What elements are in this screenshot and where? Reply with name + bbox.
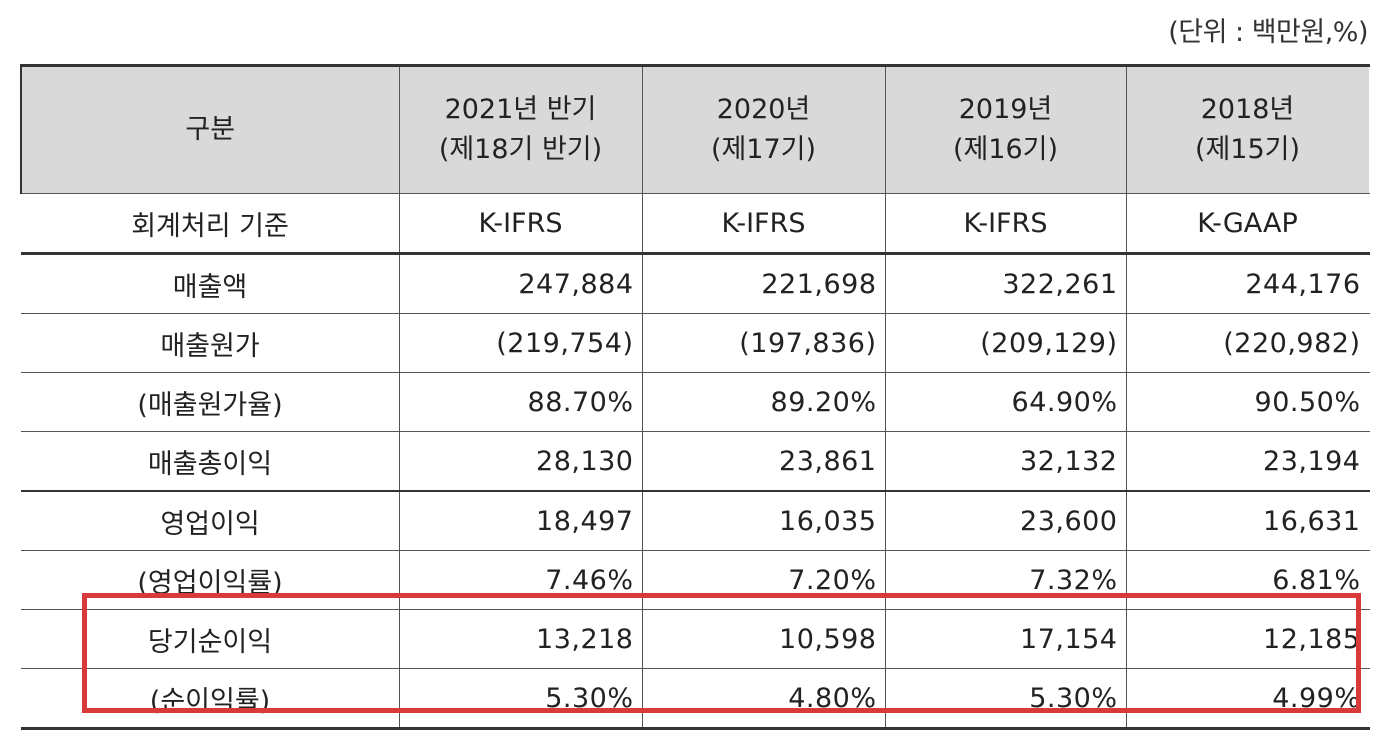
standard-value: K-GAAP	[1125, 193, 1370, 254]
header-row: 구분 2021년 반기 (제18기 반기) 2020년 (제17기) 2019년…	[20, 65, 1370, 194]
row-label: 매출총이익	[20, 431, 400, 492]
table-row: 매출원가 (219,754) (197,836) (209,129) (220,…	[20, 313, 1370, 373]
table-row: 당기순이익 13,218 10,598 17,154 12,185	[20, 609, 1370, 669]
cell-value: 13,218	[398, 609, 643, 669]
cell-value: 6.81%	[1125, 550, 1370, 610]
cell-value: 23,194	[1125, 431, 1370, 492]
header-term: (제18기 반기)	[438, 134, 603, 165]
table-row: (매출원가율) 88.70% 89.20% 64.90% 90.50%	[20, 372, 1370, 432]
cell-value: 7.46%	[398, 550, 643, 610]
cell-value: 90.50%	[1125, 372, 1370, 432]
cell-value: 7.32%	[884, 550, 1127, 610]
header-period-2020: 2020년 (제17기)	[641, 65, 886, 194]
cell-value: 4.80%	[641, 668, 886, 729]
header-term: (제16기)	[952, 134, 1059, 165]
cell-value: 23,861	[641, 431, 886, 492]
cell-value: (197,836)	[641, 313, 886, 373]
header-period-2021h1: 2021년 반기 (제18기 반기)	[398, 65, 643, 194]
cell-value: 5.30%	[884, 668, 1127, 729]
cell-value: 5.30%	[398, 668, 643, 729]
row-label: 매출액	[20, 252, 400, 314]
row-label: 매출원가	[20, 313, 400, 373]
cell-value: 17,154	[884, 609, 1127, 669]
cell-value: 18,497	[398, 490, 643, 551]
header-term: (제17기)	[710, 134, 817, 165]
table-row: (순이익률) 5.30% 4.80% 5.30% 4.99%	[20, 668, 1370, 729]
header-period-2018: 2018년 (제15기)	[1125, 65, 1370, 194]
row-label: 회계처리 기준	[20, 193, 400, 254]
standard-value: K-IFRS	[884, 193, 1127, 254]
cell-value: 221,698	[641, 252, 886, 314]
cell-value: 12,185	[1125, 609, 1370, 669]
header-category: 구분	[20, 65, 400, 194]
table-row: 영업이익 18,497 16,035 23,600 16,631	[20, 490, 1370, 551]
standard-value: K-IFRS	[398, 193, 643, 254]
cell-value: 244,176	[1125, 252, 1370, 314]
cell-value: 23,600	[884, 490, 1127, 551]
row-label: (순이익률)	[20, 668, 400, 729]
cell-value: 28,130	[398, 431, 643, 492]
table-row: 매출총이익 28,130 23,861 32,132 23,194	[20, 431, 1370, 492]
cell-value: 89.20%	[641, 372, 886, 432]
cell-value: 4.99%	[1125, 668, 1370, 729]
financial-table: 구분 2021년 반기 (제18기 반기) 2020년 (제17기) 2019년…	[20, 64, 1370, 730]
table-row: 매출액 247,884 221,698 322,261 244,176	[20, 252, 1370, 314]
cell-value: 16,035	[641, 490, 886, 551]
row-label: 당기순이익	[20, 609, 400, 669]
cell-value: 322,261	[884, 252, 1127, 314]
standard-value: K-IFRS	[641, 193, 886, 254]
header-year: 2021년 반기	[444, 94, 597, 125]
table-row: (영업이익률) 7.46% 7.20% 7.32% 6.81%	[20, 550, 1370, 610]
accounting-standard-row: 회계처리 기준 K-IFRS K-IFRS K-IFRS K-GAAP	[20, 193, 1370, 254]
cell-value: (209,129)	[884, 313, 1127, 373]
unit-note: (단위 : 백만원,%)	[1168, 17, 1368, 48]
row-label: (매출원가율)	[20, 372, 400, 432]
cell-value: 247,884	[398, 252, 643, 314]
cell-value: (220,982)	[1125, 313, 1370, 373]
header-period-2019: 2019년 (제16기)	[884, 65, 1127, 194]
cell-value: 7.20%	[641, 550, 886, 610]
header-year: 2020년	[716, 94, 811, 125]
cell-value: (219,754)	[398, 313, 643, 373]
cell-value: 88.70%	[398, 372, 643, 432]
cell-value: 64.90%	[884, 372, 1127, 432]
header-year: 2018년	[1200, 94, 1295, 125]
row-label: (영업이익률)	[20, 550, 400, 610]
cell-value: 32,132	[884, 431, 1127, 492]
header-term: (제15기)	[1194, 134, 1301, 165]
cell-value: 16,631	[1125, 490, 1370, 551]
row-label: 영업이익	[20, 490, 400, 551]
cell-value: 10,598	[641, 609, 886, 669]
header-year: 2019년	[958, 94, 1053, 125]
